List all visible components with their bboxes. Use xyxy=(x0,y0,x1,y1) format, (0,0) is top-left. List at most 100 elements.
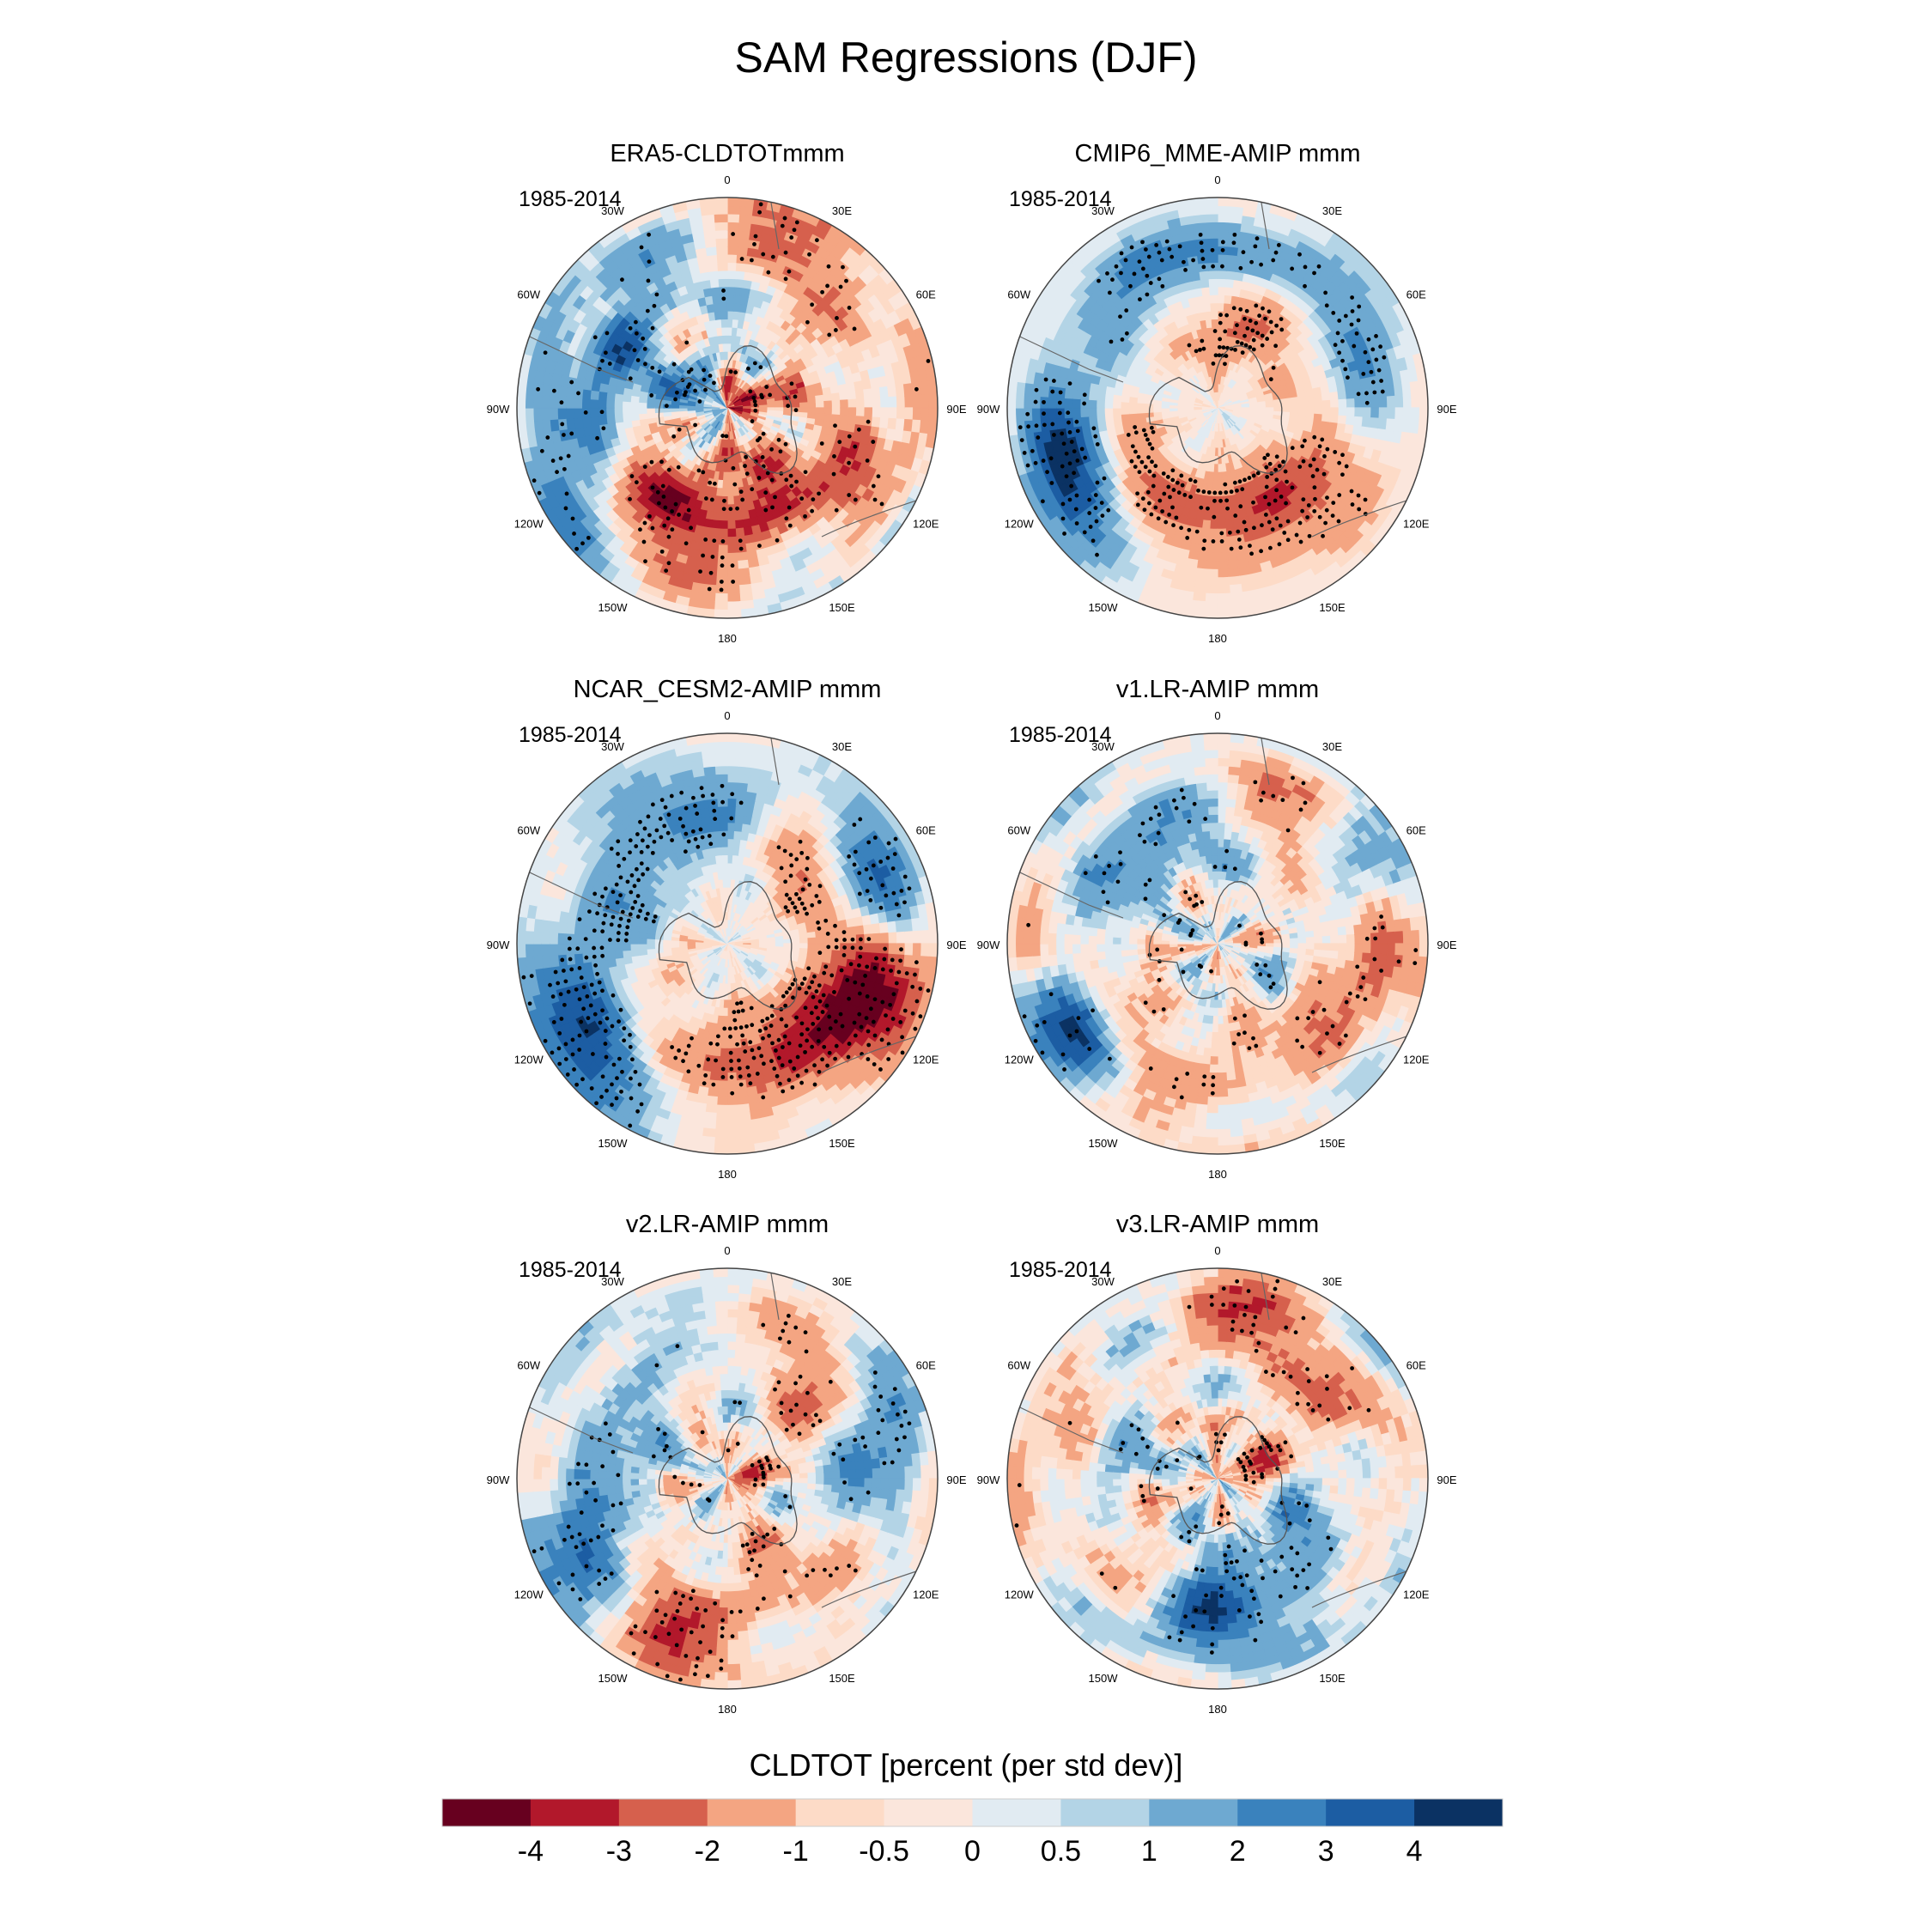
field-cell xyxy=(1212,343,1218,352)
field-cell xyxy=(726,592,741,603)
significance-dot xyxy=(728,507,733,512)
field-cell xyxy=(589,416,600,427)
field-cell xyxy=(718,528,728,538)
significance-dot xyxy=(673,397,677,402)
significance-dot xyxy=(803,513,807,519)
significance-dot xyxy=(709,497,714,502)
field-cell xyxy=(1217,552,1229,562)
significance-dot xyxy=(789,235,794,240)
field-cell xyxy=(1226,253,1239,264)
significance-dot xyxy=(746,366,750,371)
significance-dot xyxy=(545,435,550,440)
field-cell xyxy=(713,601,728,611)
significance-dot xyxy=(703,496,708,501)
significance-dot xyxy=(628,496,632,501)
significance-dot xyxy=(701,553,706,558)
field-cell xyxy=(1225,270,1236,281)
field-cell xyxy=(1330,407,1340,416)
field-cell xyxy=(1079,407,1090,418)
field-cell xyxy=(736,551,749,562)
longitude-label: 90E xyxy=(946,403,966,416)
significance-dot xyxy=(643,361,647,367)
field-cell xyxy=(1217,471,1224,482)
significance-dot xyxy=(769,447,774,452)
map-panel-1: ERA5-CLDTOTmmm1985-2014030E60E90E120E150… xyxy=(487,140,967,645)
significance-dot xyxy=(787,523,793,528)
field-cell xyxy=(864,398,874,409)
field-cell xyxy=(708,270,720,281)
field-cell xyxy=(716,245,728,255)
field-cell xyxy=(573,416,584,429)
field-cell xyxy=(721,334,728,344)
significance-dot xyxy=(638,527,642,532)
field-cell xyxy=(1196,551,1209,562)
field-cell xyxy=(613,407,623,416)
field-cell xyxy=(1338,398,1348,409)
field-cell xyxy=(622,413,632,422)
field-cell xyxy=(912,394,922,409)
significance-dot xyxy=(803,470,808,475)
field-cell xyxy=(717,270,728,280)
significance-dot xyxy=(871,483,876,489)
significance-dot xyxy=(752,242,756,246)
significance-dot xyxy=(559,400,564,405)
longitude-label: 30W xyxy=(601,204,624,217)
field-cell xyxy=(871,416,882,429)
field-cell xyxy=(1216,391,1218,401)
significance-dot xyxy=(731,465,736,471)
south-america-outline xyxy=(517,330,634,383)
africa-outline xyxy=(769,197,780,250)
significance-dot xyxy=(666,534,671,539)
field-cell xyxy=(1103,399,1114,409)
field-cell xyxy=(1337,390,1348,401)
significance-dot xyxy=(753,234,758,239)
significance-dot xyxy=(740,497,745,502)
field-cell xyxy=(737,246,750,257)
field-cell xyxy=(589,407,599,418)
significance-dot xyxy=(810,302,815,307)
significance-dot xyxy=(805,319,810,325)
significance-dot xyxy=(811,497,816,502)
field-cell xyxy=(854,416,866,427)
map-border xyxy=(516,197,939,619)
field-cell xyxy=(1370,397,1381,409)
field-cell xyxy=(848,398,858,409)
significance-dot xyxy=(570,516,575,521)
field-cell xyxy=(1063,386,1074,399)
field-cell xyxy=(1216,398,1218,409)
panel-period: 1985-2014 xyxy=(1009,187,1112,211)
field-cell xyxy=(878,386,890,398)
field-cell xyxy=(1217,221,1230,231)
significance-dot xyxy=(799,496,805,501)
field-cell xyxy=(1071,398,1081,409)
significance-dot xyxy=(844,278,848,283)
field-cell xyxy=(1305,400,1315,409)
significance-dot xyxy=(914,386,919,392)
significance-dot xyxy=(595,435,599,440)
significance-dot xyxy=(743,464,747,469)
significance-dot xyxy=(784,516,789,521)
field-cell xyxy=(581,388,592,400)
significance-dot xyxy=(753,403,758,408)
significance-dot xyxy=(683,541,689,546)
significance-dot xyxy=(650,325,655,331)
significance-dot xyxy=(569,380,574,385)
significance-dot xyxy=(751,395,756,400)
significance-dot xyxy=(696,468,702,473)
significance-dot xyxy=(566,453,571,459)
field-cell xyxy=(1353,416,1364,428)
field-cell xyxy=(715,568,728,579)
significance-dot xyxy=(757,210,762,215)
significance-dot xyxy=(655,489,660,495)
significance-dot xyxy=(647,259,652,264)
significance-dot xyxy=(654,292,659,297)
field-cell xyxy=(726,245,738,255)
significance-dot xyxy=(819,441,824,446)
field-cell xyxy=(725,383,728,392)
field-cell xyxy=(880,407,890,419)
significance-dot xyxy=(660,483,665,489)
field-cell xyxy=(726,204,742,215)
significance-dot xyxy=(708,570,714,575)
field-cell xyxy=(855,398,866,409)
field-cell xyxy=(1217,544,1228,555)
